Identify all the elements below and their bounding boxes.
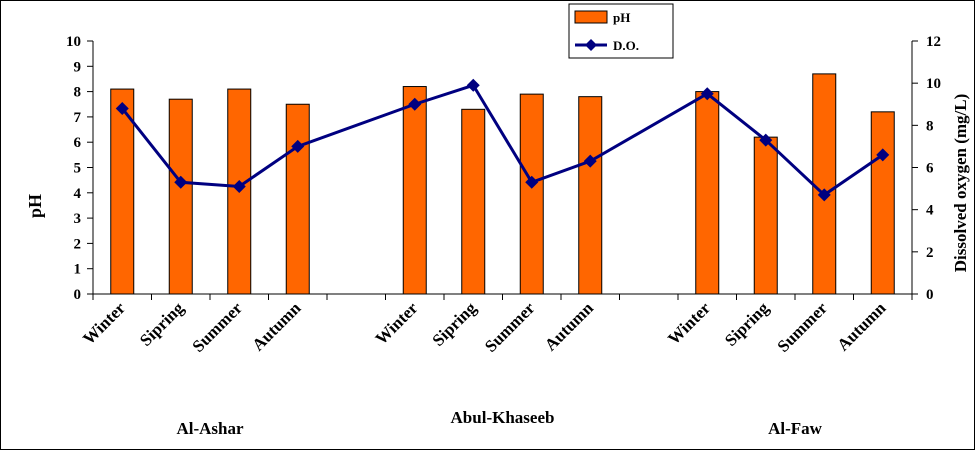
y-tick-label: 10 xyxy=(66,34,81,50)
legend: pH D.O. xyxy=(568,3,674,59)
axes-layer xyxy=(87,40,918,300)
do-point xyxy=(466,78,480,92)
y2-tick-label: 0 xyxy=(926,287,934,303)
line-layer xyxy=(115,78,890,202)
x-category-label: Summer xyxy=(481,298,539,356)
ph-bar xyxy=(870,111,895,295)
legend-ph-label: pH xyxy=(613,10,630,25)
x-category-label: Summer xyxy=(189,298,247,356)
do-point xyxy=(525,175,539,189)
x-category-label: Autumn xyxy=(541,298,598,355)
y2-tick-label: 8 xyxy=(926,118,934,134)
legend-do-label: D.O. xyxy=(613,38,639,53)
ph-bar xyxy=(812,73,837,295)
x-category-label: Sipring xyxy=(136,298,188,350)
y2-tick-label: 12 xyxy=(926,34,941,50)
do-point xyxy=(174,175,188,189)
do-point xyxy=(115,101,129,115)
y2-tick-label: 4 xyxy=(926,203,934,219)
group-label: Al-Faw xyxy=(768,419,823,438)
y-tick-label: 3 xyxy=(74,211,82,227)
y-tick-label: 4 xyxy=(74,186,82,202)
x-category-label: Sipring xyxy=(429,298,481,350)
do-point xyxy=(583,154,597,168)
x-category-label: Winter xyxy=(79,298,129,348)
ph-bar xyxy=(285,103,310,295)
y-axis-label: pH xyxy=(25,194,45,218)
group-label: Al-Ashar xyxy=(176,419,244,438)
do-point xyxy=(291,139,305,153)
y-tick-label: 1 xyxy=(74,262,82,278)
ph-bar xyxy=(519,93,544,295)
y-tick-label: 7 xyxy=(74,110,82,126)
do-point xyxy=(817,188,831,202)
y-tick-label: 2 xyxy=(74,236,82,252)
y2-tick-label: 10 xyxy=(926,76,941,92)
legend-do-marker xyxy=(585,39,597,51)
x-category-label: Winter xyxy=(664,298,714,348)
ph-bar xyxy=(402,86,427,295)
y-tick-label: 5 xyxy=(74,161,82,177)
do-point xyxy=(759,133,773,147)
do-point xyxy=(408,97,422,111)
do-point xyxy=(700,87,714,101)
y2-tick-label: 6 xyxy=(926,161,934,177)
legend-ph-swatch xyxy=(574,10,608,24)
ph-bar xyxy=(578,96,603,295)
y2-tick-label: 2 xyxy=(926,245,934,261)
x-category-label: Winter xyxy=(372,298,422,348)
y-tick-label: 0 xyxy=(74,287,82,303)
do-line xyxy=(121,83,884,197)
x-category-label: Summer xyxy=(774,298,832,356)
bars-layer xyxy=(110,73,895,295)
ph-bar xyxy=(461,108,486,295)
ph-bar xyxy=(168,98,193,295)
x-category-label: Autumn xyxy=(248,298,305,355)
x-category-label: Autumn xyxy=(833,298,890,355)
y-tick-label: 9 xyxy=(74,59,82,75)
group-label: Abul-Khaseeb xyxy=(451,408,555,427)
x-category-label: Sipring xyxy=(721,298,773,350)
ph-bar xyxy=(695,91,720,295)
do-point xyxy=(232,179,246,193)
do-point xyxy=(876,148,890,162)
ph-bar xyxy=(753,136,778,295)
y2-axis-label: Dissolved oxygen (mg/L) xyxy=(951,94,970,273)
y-tick-label: 6 xyxy=(74,135,82,151)
y-tick-label: 8 xyxy=(74,85,82,101)
